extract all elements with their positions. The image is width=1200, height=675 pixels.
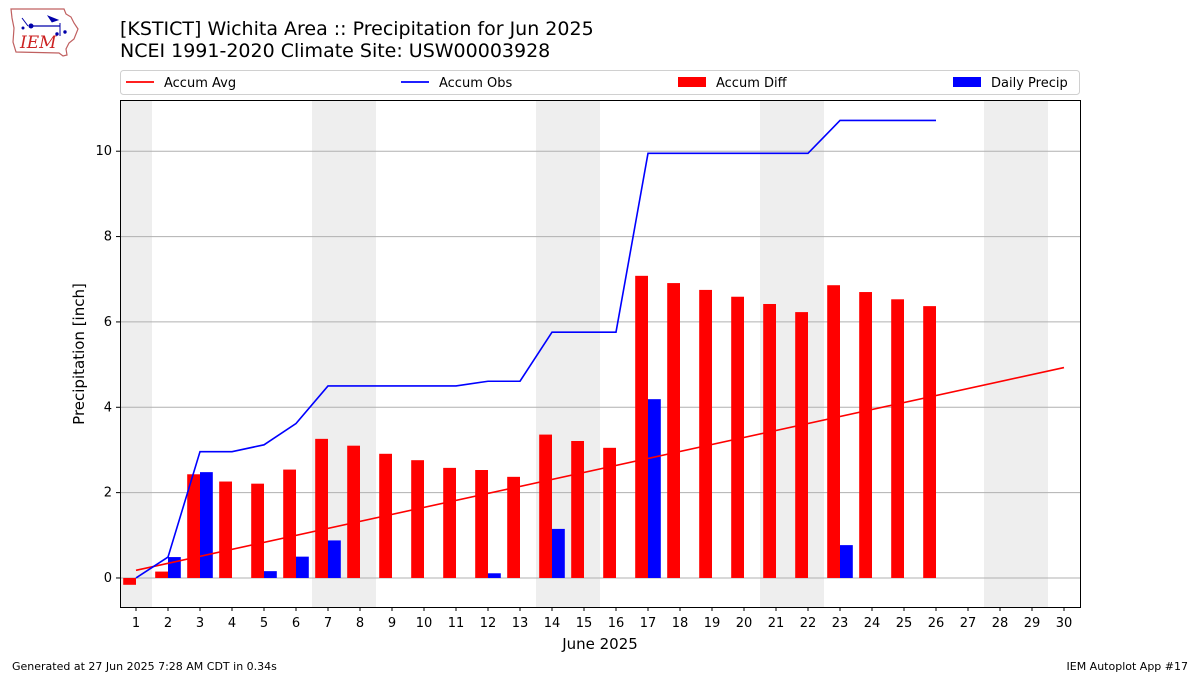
- y-tick-label: 6: [104, 315, 112, 330]
- x-tick-label: 19: [704, 616, 721, 631]
- bar-accum-diff: [827, 285, 840, 578]
- bar-accum-diff: [411, 460, 424, 578]
- bar-accum-diff: [219, 481, 232, 578]
- grid-lines: [120, 150, 1080, 579]
- legend-swatch: [953, 77, 981, 87]
- legend-label: Accum Obs: [439, 76, 512, 91]
- weather-station-icon: [21, 15, 67, 36]
- bar-accum-diff: [315, 438, 328, 578]
- bar-accum-diff: [603, 447, 616, 578]
- x-tick-label: 17: [640, 616, 657, 631]
- x-axis-label: June 2025: [561, 635, 638, 653]
- x-tick-label: 22: [800, 616, 817, 631]
- x-tick-label: 14: [544, 616, 561, 631]
- x-tick-label: 20: [736, 616, 753, 631]
- y-tick-label: 0: [104, 571, 112, 586]
- logo-text: IEM: [19, 33, 57, 53]
- y-tick-label: 2: [104, 486, 112, 501]
- x-tick-label: 3: [196, 616, 204, 631]
- bar-accum-diff: [795, 312, 808, 578]
- bar-accum-diff: [123, 577, 136, 585]
- bar-accum-diff: [475, 470, 488, 578]
- bar-daily-precip: [552, 528, 565, 578]
- bar-accum-diff: [251, 483, 264, 578]
- bar-daily-precip: [200, 472, 213, 578]
- bar-accum-diff: [699, 289, 712, 578]
- bar-accum-diff: [443, 467, 456, 578]
- x-tick-label: 13: [512, 616, 529, 631]
- bar-daily-precip: [264, 571, 277, 578]
- bar-accum-diff: [539, 434, 552, 578]
- bar-daily-precip: [488, 573, 501, 578]
- bar-accum-diff: [507, 476, 520, 578]
- y-tick-label: 8: [104, 230, 112, 245]
- bar-accum-diff: [283, 469, 296, 578]
- iowa-outline-icon: [10, 8, 79, 57]
- bar-daily-precip: [840, 545, 853, 578]
- bar-daily-precip: [648, 399, 661, 578]
- bars: [123, 275, 936, 585]
- x-tick-label: 10: [416, 616, 433, 631]
- x-tick-label: 18: [672, 616, 689, 631]
- x-tick-label: 12: [480, 616, 497, 631]
- x-tick-label: 25: [896, 616, 913, 631]
- y-tick-label: 4: [104, 400, 112, 415]
- x-tick-label: 6: [292, 616, 300, 631]
- x-tick-label: 28: [992, 616, 1009, 631]
- generated-timestamp: Generated at 27 Jun 2025 7:28 AM CDT in …: [12, 660, 277, 673]
- legend-swatch: [678, 77, 706, 87]
- x-tick-label: 16: [608, 616, 625, 631]
- legend-box: [120, 70, 1080, 95]
- chart-title: [KSTICT] Wichita Area :: Precipitation f…: [120, 18, 594, 40]
- bar-accum-diff: [731, 296, 744, 578]
- x-tick-label: 30: [1056, 616, 1073, 631]
- x-tick-label: 5: [260, 616, 268, 631]
- bar-accum-diff: [635, 275, 648, 578]
- series-lines: [135, 119, 1065, 579]
- bar-accum-diff: [571, 440, 584, 578]
- x-tick-label: 7: [324, 616, 332, 631]
- weekend-band: [120, 100, 152, 607]
- plot-frame: [120, 100, 1081, 608]
- legend-label: Accum Diff: [716, 76, 788, 91]
- x-tick-label: 2: [164, 616, 172, 631]
- bar-daily-precip: [296, 556, 309, 578]
- bar-accum-diff: [155, 571, 168, 578]
- weekend-shading: [120, 100, 1048, 607]
- bar-accum-diff: [923, 306, 936, 578]
- x-tick-label: 11: [448, 616, 465, 631]
- line-accum-obs: [135, 119, 936, 579]
- bar-accum-diff: [187, 474, 200, 578]
- x-tick-label: 9: [388, 616, 396, 631]
- legend: Accum Avg Accum Obs Accum Diff Daily Precip: [120, 70, 1080, 95]
- line-accum-avg: [135, 366, 1065, 572]
- chart-subtitle: NCEI 1991-2020 Climate Site: USW00003928: [120, 40, 551, 62]
- x-tick-label: 26: [928, 616, 945, 631]
- weekend-band: [984, 100, 1048, 607]
- bar-accum-diff: [667, 283, 680, 578]
- bar-accum-diff: [859, 292, 872, 578]
- y-tick-label: 10: [95, 144, 112, 159]
- x-tick-label: 4: [228, 616, 236, 631]
- bar-accum-diff: [763, 303, 776, 578]
- legend-label: Accum Avg: [164, 76, 236, 91]
- x-tick-label: 24: [864, 616, 881, 631]
- x-tick-label: 21: [768, 616, 785, 631]
- x-tick-label: 27: [960, 616, 977, 631]
- y-axis-label: Precipitation [inch]: [70, 283, 88, 425]
- x-tick-label: 1: [132, 616, 140, 631]
- x-tick-label: 29: [1024, 616, 1041, 631]
- x-tick-label: 23: [832, 616, 849, 631]
- iem-logo: IEM: [10, 8, 79, 57]
- legend-label: Daily Precip: [991, 76, 1068, 91]
- x-tick-label: 8: [356, 616, 364, 631]
- bar-daily-precip: [328, 540, 341, 578]
- app-label: IEM Autoplot App #17: [1066, 660, 1189, 673]
- bar-accum-diff: [891, 299, 904, 578]
- x-tick-label: 15: [576, 616, 593, 631]
- bar-accum-diff: [347, 445, 360, 578]
